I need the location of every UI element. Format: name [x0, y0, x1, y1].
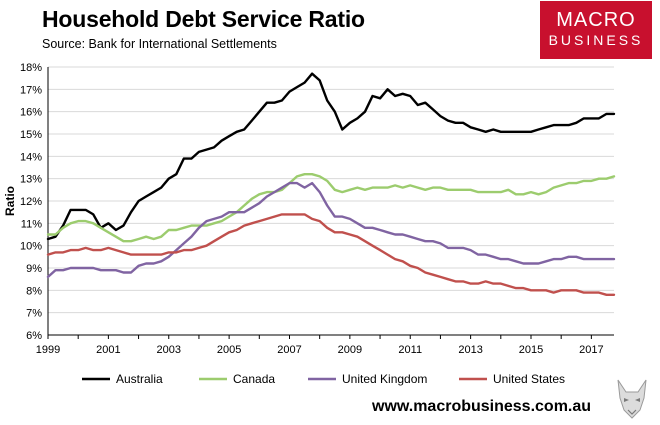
- x-tick-label: 2007: [277, 344, 301, 356]
- y-tick-label: 9%: [26, 263, 42, 275]
- chart-subtitle: Source: Bank for International Settlemen…: [42, 37, 277, 51]
- series-line-united-states: [46, 213, 616, 296]
- x-tick-label: 2003: [157, 344, 181, 356]
- series-line-australia: [46, 72, 616, 241]
- x-tick-label: 2009: [338, 344, 362, 356]
- y-tick-label: 18%: [20, 62, 42, 74]
- logo-line-1: MACRO: [556, 9, 636, 31]
- y-tick-label: 6%: [26, 330, 42, 342]
- x-tick-label: 2001: [96, 344, 120, 356]
- y-tick-label: 8%: [26, 285, 42, 297]
- y-tick-label: 16%: [20, 107, 42, 119]
- y-tick-label: 10%: [20, 241, 42, 253]
- series-line-canada: [46, 172, 616, 243]
- x-tick-label: 2011: [398, 344, 422, 356]
- x-tick-label: 2005: [217, 344, 241, 356]
- y-tick-label: 17%: [20, 84, 42, 96]
- y-tick-label: 14%: [20, 151, 42, 163]
- x-tick-label: 2017: [579, 344, 603, 356]
- y-tick-label: 11%: [21, 218, 42, 230]
- legend-label-australia: Australia: [116, 372, 163, 386]
- series-line-united-kingdom: [46, 181, 616, 279]
- y-tick-label: 7%: [26, 308, 42, 320]
- y-axis-label: Ratio: [3, 186, 17, 216]
- legend-label-united-states: United States: [493, 372, 565, 386]
- x-tick-label: 1999: [36, 344, 60, 356]
- x-tick-label: 2013: [458, 344, 482, 356]
- y-tick-label: 12%: [20, 196, 42, 208]
- chart-title: Household Debt Service Ratio: [42, 6, 365, 32]
- macrobusiness-logo: MACRO BUSINESS: [540, 1, 652, 59]
- wolf-logo-icon: [617, 379, 647, 419]
- legend-label-canada: Canada: [233, 372, 275, 386]
- y-tick-label: 13%: [20, 174, 42, 186]
- legend-label-united-kingdom: United Kingdom: [342, 372, 427, 386]
- logo-line-2: BUSINESS: [548, 32, 644, 48]
- x-tick-label: 2015: [519, 344, 543, 356]
- website-url: www.macrobusiness.com.au: [372, 398, 592, 415]
- y-tick-label: 15%: [20, 129, 42, 141]
